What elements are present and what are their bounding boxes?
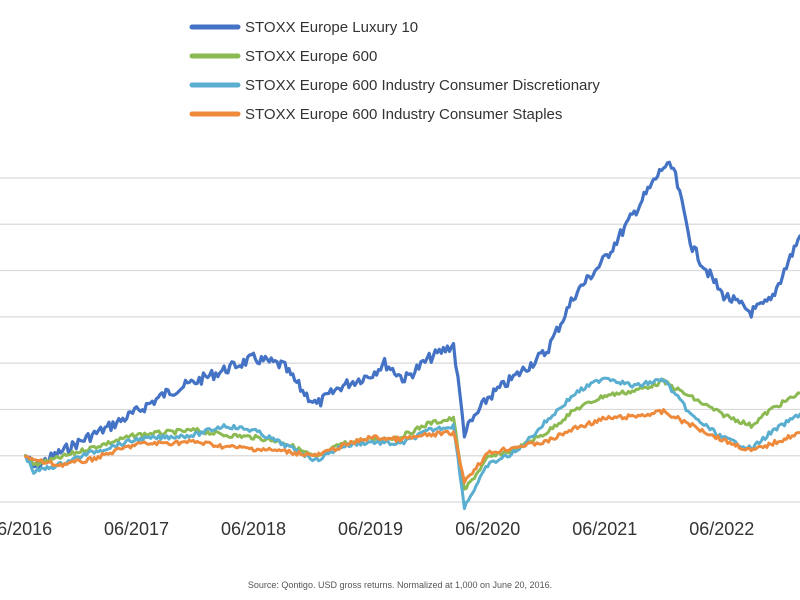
series-line-2 — [24, 378, 800, 491]
gridlines — [0, 177, 800, 503]
legend-label: STOXX Europe 600 Industry Consumer Discr… — [245, 77, 600, 94]
source-note: Source: Qontigo. USD gross returns. Norm… — [247, 580, 553, 590]
x-axis-tick-labels: 06/2016 06/2017 06/2018 06/2019 06/2020 06/20… — [0, 519, 754, 539]
legend-item: STOXX Europe 600 Industry Consumer Stapl… — [189, 106, 562, 123]
legend-item: STOXX Europe 600 — [189, 48, 377, 65]
x-tick-label: 06/2022 — [689, 519, 754, 539]
legend-item: STOXX Europe 600 Industry Consumer Discr… — [189, 77, 600, 94]
series-line-1 — [24, 160, 800, 470]
legend-label: STOXX Europe 600 — [245, 48, 377, 65]
x-tick-label: 06/2021 — [572, 519, 637, 539]
x-tick-label: 06/2020 — [455, 519, 520, 539]
legend-label: STOXX Europe 600 Industry Consumer Stapl… — [245, 106, 562, 123]
x-tick-label: 06/2016 — [0, 519, 52, 539]
series-lines — [24, 160, 800, 511]
series-line-4 — [24, 408, 800, 484]
x-tick-label: 06/2019 — [338, 519, 403, 539]
x-tick-label: 06/2017 — [104, 519, 169, 539]
x-tick-label: 06/2018 — [221, 519, 286, 539]
legend-label: STOXX Europe Luxury 10 — [245, 19, 418, 36]
legend: STOXX Europe Luxury 10 STOXX Europe 600 ST… — [189, 19, 600, 123]
legend-item: STOXX Europe Luxury 10 — [189, 19, 418, 36]
